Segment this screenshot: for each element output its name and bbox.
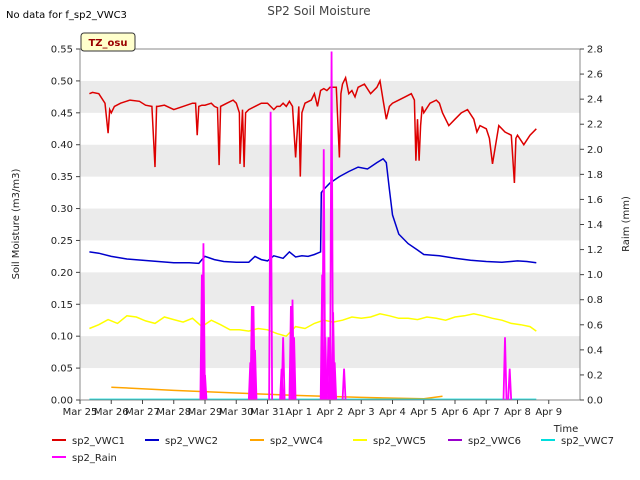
y2-axis-label: Raim (mm)	[621, 196, 632, 252]
y-tick-label: 0.40	[51, 140, 73, 151]
badge-text: TZ_osu	[88, 38, 127, 49]
x-tick-label: Mar 26	[94, 407, 129, 418]
y2-tick-label: 0.2	[587, 370, 603, 381]
rain-spike	[507, 368, 513, 401]
legend-item-sp2_VWC6: sp2_VWC6	[448, 436, 521, 447]
y2-tick-label: 0.8	[587, 295, 603, 306]
y-tick-label: 0.25	[51, 236, 73, 247]
rain-spike	[341, 368, 347, 401]
legend-item-sp2_VWC7: sp2_VWC7	[541, 436, 614, 447]
x-tick-label: Apr 8	[504, 407, 531, 418]
x-tick-label: Apr 2	[317, 407, 344, 418]
rain-spike	[332, 362, 338, 401]
y2-tick-label: 2.2	[587, 120, 603, 131]
x-tick-label: Apr 6	[442, 407, 469, 418]
rain-spike	[329, 51, 334, 401]
x-tick-label: Mar 25	[63, 407, 98, 418]
x-axis-label: Time	[553, 424, 578, 435]
x-tick-label: Mar 31	[250, 407, 285, 418]
series-line-sp2_VWC4	[111, 386, 443, 400]
y-tick-label: 0.50	[51, 76, 73, 87]
y-tick-label: 0.45	[51, 108, 73, 119]
legend-label: sp2_VWC7	[561, 436, 614, 447]
series-layer	[89, 51, 537, 401]
series-line-sp2_VWC5	[89, 313, 537, 338]
rain-spike	[268, 111, 274, 401]
legend-item-sp2_Rain: sp2_Rain	[52, 453, 117, 464]
station-badge: TZ_osu	[80, 32, 136, 52]
legend-item-sp2_VWC4: sp2_VWC4	[250, 436, 323, 447]
x-tick-label: Apr 4	[379, 407, 406, 418]
rain-spike	[252, 349, 258, 401]
y2-tick-label: 1.0	[587, 270, 603, 281]
y-axis-label: Soil Moisture (m3/m3)	[11, 169, 22, 280]
x-tick-label: Mar 28	[156, 407, 191, 418]
y-tick-label: 0.15	[51, 300, 73, 311]
grid-band	[80, 144, 580, 177]
x-tick-label: Apr 9	[535, 407, 562, 418]
y-axis-left: 0.00 0.05 0.10 0.15 0.20 0.25 0.30 0.35 0.40 0.45…	[51, 45, 80, 407]
y2-tick-label: 2.6	[587, 70, 603, 81]
y-tick-label: 0.10	[51, 332, 73, 343]
y-tick-label: 0.00	[51, 396, 73, 407]
legend-item-sp2_VWC1: sp2_VWC1	[52, 436, 125, 447]
legend-item-sp2_VWC5: sp2_VWC5	[353, 436, 426, 447]
rain-spike	[322, 337, 328, 401]
grid-band	[80, 80, 580, 113]
x-tick-label: Apr 1	[285, 407, 312, 418]
y2-tick-label: 0.6	[587, 320, 603, 331]
y2-tick-label: 1.2	[587, 245, 603, 256]
rain-spike	[291, 337, 297, 401]
no-data-note: No data for f_sp2_VWC3	[6, 10, 127, 21]
rain-spike	[502, 337, 508, 401]
x-tick-label: Apr 5	[410, 407, 437, 418]
rain-spike	[280, 337, 286, 401]
rain-spike	[202, 374, 208, 401]
y2-tick-label: 0.4	[587, 345, 603, 356]
legend-label: sp2_VWC1	[72, 436, 125, 447]
legend-label: sp2_Rain	[72, 453, 117, 464]
y2-tick-label: 2.4	[587, 95, 603, 106]
y2-tick-label: 1.6	[587, 195, 603, 206]
y2-tick-label: 2.8	[587, 45, 603, 56]
x-tick-label: Mar 29	[188, 407, 223, 418]
legend: sp2_VWC1 sp2_VWC2 sp2_VWC4 sp2_VWC5 sp2_VWC6…	[52, 436, 614, 464]
x-tick-label: Mar 30	[219, 407, 254, 418]
y2-tick-label: 0.0	[587, 396, 603, 407]
y-tick-label: 0.35	[51, 172, 73, 183]
legend-label: sp2_VWC5	[373, 436, 426, 447]
y-tick-label: 0.55	[51, 45, 73, 56]
x-tick-label: Mar 27	[125, 407, 160, 418]
rain-spike	[321, 149, 327, 401]
x-tick-label: Apr 3	[348, 407, 375, 418]
badge-box	[80, 32, 136, 52]
series-line-sp2_VWC2	[89, 157, 537, 265]
legend-label: sp2_VWC2	[165, 436, 218, 447]
y2-tick-label: 1.8	[587, 170, 603, 181]
y2-tick-label: 1.4	[587, 220, 603, 231]
y-tick-label: 0.20	[51, 268, 73, 279]
series-line-sp2_VWC1	[89, 75, 537, 184]
legend-label: sp2_VWC6	[468, 436, 521, 447]
legend-item-sp2_VWC2: sp2_VWC2	[145, 436, 218, 447]
chart-title: SP2 Soil Moisture	[267, 4, 370, 18]
y-axis-right: 0.0 0.2 0.4 0.6 0.8 1.0 1.2 1.4 1.6 1.8 2.0 2.2 2.4 2…	[580, 45, 603, 407]
rain-spike	[201, 243, 206, 401]
x-tick-label: Apr 7	[473, 407, 500, 418]
legend-label: sp2_VWC4	[270, 436, 323, 447]
y-tick-label: 0.30	[51, 204, 73, 215]
y-tick-label: 0.05	[51, 364, 73, 375]
y2-tick-label: 2.0	[587, 145, 603, 156]
